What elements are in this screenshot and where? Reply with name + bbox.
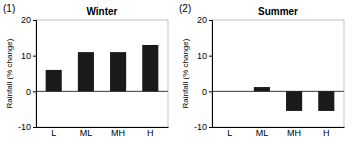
- tick-label: H: [147, 128, 154, 138]
- tick-label: MH: [287, 128, 301, 138]
- tick-mark: [209, 56, 212, 57]
- title: Summer: [258, 6, 298, 17]
- panel: -10 0 10 20 L ML MH H Winter (1) Rainfall (% chang…: [3, 3, 169, 138]
- tick-label: -10: [194, 122, 207, 132]
- tick-label: 20: [21, 15, 31, 25]
- bar: [254, 87, 270, 91]
- bar: [286, 91, 302, 111]
- tick-label: ML: [80, 128, 93, 138]
- tick: 0: [26, 87, 36, 97]
- bar: [78, 52, 94, 91]
- tick: -10: [194, 122, 212, 132]
- tick-mark: [33, 91, 36, 92]
- tick-label: L: [51, 128, 56, 138]
- panel: -10 0 10 20 L ML MH H Summer (2) Rainfall (% chang…: [179, 3, 345, 138]
- zero-line: [212, 91, 344, 92]
- tick: -10: [18, 122, 36, 132]
- panel-label: (1): [3, 3, 15, 14]
- tick-mark: [33, 127, 36, 128]
- tick-label: ML: [256, 128, 269, 138]
- tick-mark: [209, 91, 212, 92]
- tick: MH: [287, 128, 301, 138]
- tick-label: 0: [26, 87, 31, 97]
- plot-area: -10 0 10 20 L ML MH H: [194, 15, 345, 138]
- tick: H: [323, 128, 330, 138]
- tick: H: [147, 128, 154, 138]
- tick-mark: [209, 20, 212, 21]
- tick: 20: [21, 15, 36, 25]
- tick: 20: [197, 15, 212, 25]
- zero-line: [36, 91, 168, 92]
- tick-label: 20: [197, 15, 207, 25]
- y-axis-title: Rainfall (% change): [5, 38, 14, 108]
- bars: [212, 87, 344, 111]
- x-axis: L ML MH H: [37, 128, 169, 139]
- bar: [142, 45, 158, 91]
- tick-label: 10: [197, 51, 207, 61]
- plot-area: -10 0 10 20 L ML MH H: [18, 15, 169, 138]
- x-axis: L ML MH H: [213, 128, 345, 139]
- bar: [318, 91, 334, 111]
- plot-frame: [212, 20, 344, 127]
- axis-line: [33, 21, 37, 128]
- tick-label: 10: [21, 51, 31, 61]
- tick: ML: [256, 128, 269, 138]
- tick: ML: [80, 128, 93, 138]
- bar: [110, 52, 126, 91]
- chart: -10 0 10 20 L ML MH H Winter (1) Rainfall (% chang…: [0, 0, 352, 143]
- tick-label: H: [323, 128, 330, 138]
- y-axis: -10 0 10 20: [18, 15, 37, 132]
- bars: [36, 45, 168, 91]
- panel-label: (2): [179, 3, 191, 14]
- tick: L: [227, 128, 232, 138]
- tick-label: -10: [18, 122, 31, 132]
- tick-mark: [209, 127, 212, 128]
- tick-label: L: [227, 128, 232, 138]
- tick: MH: [111, 128, 125, 138]
- tick: 10: [197, 51, 212, 61]
- bar: [46, 70, 62, 91]
- tick-label: MH: [111, 128, 125, 138]
- y-axis: -10 0 10 20: [194, 15, 213, 132]
- tick-label: 0: [202, 87, 207, 97]
- title: Winter: [86, 6, 117, 17]
- tick: 0: [202, 87, 212, 97]
- tick: L: [51, 128, 56, 138]
- y-axis-title: Rainfall (% change): [181, 38, 190, 108]
- tick: 10: [21, 51, 36, 61]
- axis-line: [209, 21, 213, 128]
- tick-mark: [33, 56, 36, 57]
- plot-frame: [36, 20, 168, 127]
- tick-mark: [33, 20, 36, 21]
